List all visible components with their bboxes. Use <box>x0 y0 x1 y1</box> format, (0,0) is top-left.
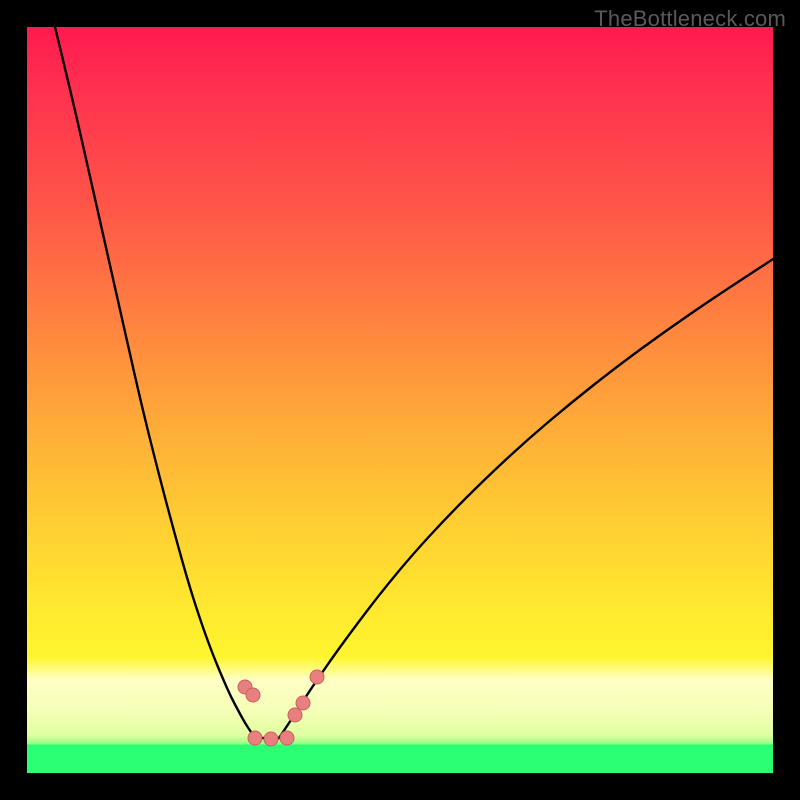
data-marker <box>280 731 294 745</box>
chart-plot-area <box>27 27 773 773</box>
data-marker <box>264 732 278 746</box>
data-marker <box>246 688 260 702</box>
data-marker <box>310 670 324 684</box>
bottleneck-curve-left <box>55 27 255 738</box>
bottleneck-curve-right <box>279 259 773 738</box>
data-marker <box>248 731 262 745</box>
data-marker <box>288 708 302 722</box>
data-markers-group <box>238 670 324 746</box>
chart-svg-layer <box>27 27 773 773</box>
watermark-text: TheBottleneck.com <box>594 6 786 32</box>
data-marker <box>296 696 310 710</box>
